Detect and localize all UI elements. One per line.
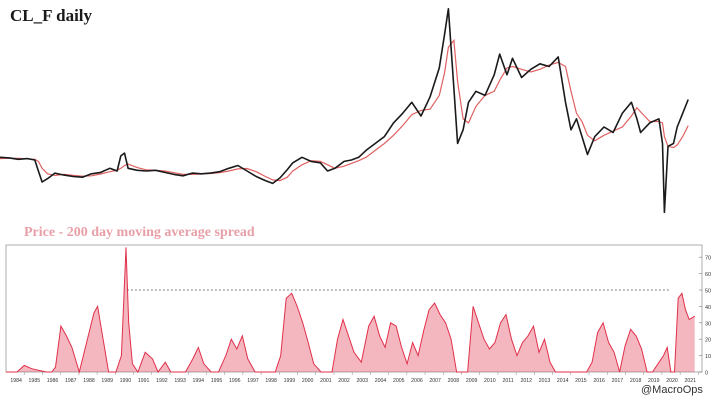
y-tick-label: 40 — [705, 305, 711, 311]
x-tick-label: 2020 — [666, 378, 678, 384]
x-tick-label: 2004 — [375, 378, 387, 384]
spread-area — [6, 247, 695, 372]
x-tick-label: 2009 — [466, 378, 478, 384]
y-tick-label: 60 — [705, 272, 711, 278]
spread-plot-frame — [5, 244, 703, 373]
x-tick-label: 2013 — [539, 378, 551, 384]
x-tick-label: 1996 — [229, 378, 241, 384]
x-tick-label: 2016 — [593, 378, 605, 384]
x-tick-label: 2012 — [520, 378, 532, 384]
y-tick-label: 10 — [705, 354, 711, 360]
moving-average-line — [0, 38, 689, 182]
x-tick-label: 1987 — [65, 378, 77, 384]
x-tick-label: 1984 — [10, 378, 22, 384]
x-tick-label: 2007 — [429, 378, 441, 384]
x-tick-label: 2003 — [357, 378, 369, 384]
x-tick-label: 1998 — [265, 378, 277, 384]
x-tick-label: 2001 — [320, 378, 332, 384]
x-tick-label: 2005 — [393, 378, 405, 384]
price-chart — [0, 8, 689, 214]
x-tick-label: 2019 — [648, 378, 660, 384]
x-tick-label: 2018 — [630, 378, 642, 384]
x-tick-label: 1999 — [284, 378, 296, 384]
x-tick-label: 2017 — [612, 378, 624, 384]
x-tick-label: 2002 — [338, 378, 350, 384]
x-tick-label: 1993 — [174, 378, 186, 384]
x-tick-label: 1990 — [120, 378, 132, 384]
x-tick-label: 1986 — [47, 378, 59, 384]
spread-line — [6, 247, 695, 374]
x-tick-label: 2006 — [411, 378, 423, 384]
chart-title: CL_F daily — [10, 6, 93, 25]
y-tick-label: 30 — [705, 321, 711, 327]
x-tick-label: 2014 — [557, 378, 569, 384]
x-tick-label: 1994 — [193, 378, 205, 384]
x-tick-label: 1991 — [138, 378, 150, 384]
x-tick-label: 1988 — [83, 378, 95, 384]
x-tick-label: 1995 — [211, 378, 223, 384]
source-credit: @MacroOps — [641, 384, 703, 396]
y-tick-label: 20 — [705, 338, 711, 344]
x-tick-label: 1985 — [29, 378, 41, 384]
spread-subtitle: Price - 200 day moving average spread — [24, 225, 255, 240]
y-tick-label: 70 — [705, 256, 711, 262]
x-tick-label: 2008 — [448, 378, 460, 384]
x-tick-label: 2011 — [502, 378, 513, 384]
x-tick-label: 2010 — [484, 378, 496, 384]
y-tick-label: 0 — [705, 371, 708, 377]
x-tick-label: 2021 — [684, 378, 696, 384]
price-line — [0, 8, 689, 214]
x-tick-label: 2000 — [302, 378, 314, 384]
x-tick-label: 2015 — [575, 378, 587, 384]
x-tick-label: 1989 — [101, 378, 113, 384]
x-tick-label: 1992 — [156, 378, 168, 384]
y-tick-label: 50 — [705, 289, 711, 295]
x-tick-label: 1997 — [247, 378, 259, 384]
spread-chart: 0 10 20 30 40 50 60 70 1984 1985 1986 1987 1988 1989… — [5, 244, 711, 384]
